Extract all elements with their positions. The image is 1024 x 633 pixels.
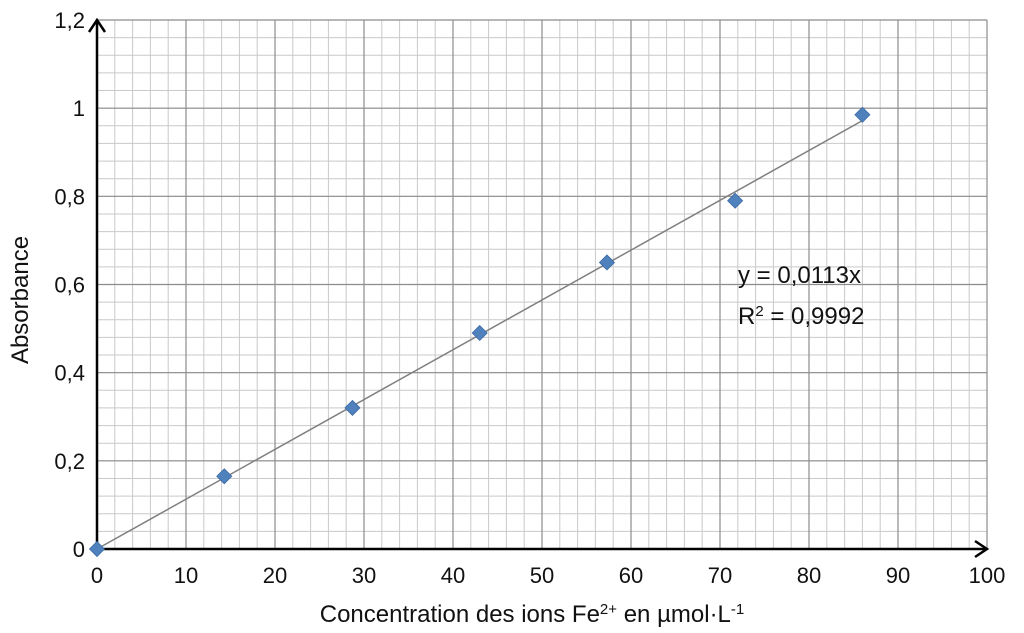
x-axis-title-sup1: 2+	[600, 601, 617, 618]
y-tick-label: 0,6	[54, 273, 85, 298]
x-axis-arrow-icon	[974, 539, 990, 559]
data-point-diamond	[598, 254, 616, 271]
data-point-diamond	[471, 324, 488, 342]
y-tick-label: 0	[73, 537, 85, 562]
x-tick-label: 40	[441, 563, 465, 588]
x-tick-label: 20	[263, 563, 287, 588]
x-tick-label: 30	[352, 563, 376, 588]
major-grid	[97, 19, 988, 549]
data-point-diamond	[88, 540, 106, 558]
x-axis-title-mid: en µmol·L	[617, 601, 731, 628]
data-point-diamond	[344, 399, 361, 416]
x-tick-label: 70	[708, 563, 732, 588]
x-tick-label: 50	[530, 563, 554, 588]
y-axis-title: Absorbance	[7, 236, 34, 364]
r-squared-prefix: R	[738, 303, 755, 330]
x-tick-label: 60	[619, 563, 643, 588]
x-tick-labels: 0 10 20 30 40 50 60 70 80 90 100	[91, 563, 1005, 588]
x-tick-label: 90	[886, 563, 910, 588]
data-point-diamond	[854, 106, 871, 123]
trendline-equation-line1: y = 0,0113x	[738, 262, 861, 289]
y-tick-label: 1	[73, 96, 85, 121]
x-axis-title-base: Concentration des ions Fe	[320, 601, 600, 628]
data-point-diamond	[727, 192, 744, 209]
trendline-equation: y = 0,0113x R2 = 0,9992	[738, 262, 864, 330]
axes	[87, 17, 990, 559]
r-squared-value: = 0,9992	[764, 303, 865, 330]
data-points	[88, 106, 871, 558]
y-tick-label: 0,4	[54, 361, 85, 386]
y-tick-label: 1,2	[54, 8, 85, 33]
y-tick-label: 0,8	[54, 184, 85, 209]
x-tick-label: 10	[174, 563, 198, 588]
x-axis-title: Concentration des ions Fe2+ en µmol·L-1	[320, 601, 745, 629]
x-axis-title-sup2: -1	[731, 601, 744, 618]
data-point-diamond	[216, 468, 233, 485]
x-tick-label: 80	[797, 563, 821, 588]
x-tick-label: 100	[969, 563, 1006, 588]
x-tick-label: 0	[91, 563, 103, 588]
r-squared-sup: 2	[755, 303, 763, 320]
trendline-r-squared: R2 = 0,9992	[738, 303, 864, 331]
y-axis-arrow-icon	[87, 17, 107, 33]
y-tick-labels: 0 0,2 0,4 0,6 0,8 1 1,2	[54, 8, 85, 562]
y-tick-label: 0,2	[54, 449, 85, 474]
